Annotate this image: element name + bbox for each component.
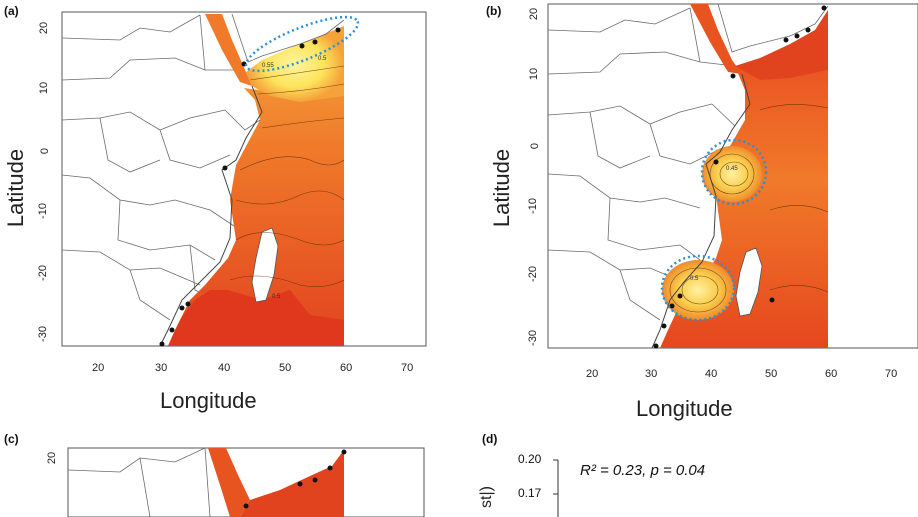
panel-a-contours bbox=[229, 65, 345, 287]
panel-c-ocean-field bbox=[240, 450, 344, 517]
panel-b-xtick: 30 bbox=[645, 368, 658, 380]
station-dot bbox=[805, 27, 811, 33]
station-dot bbox=[159, 341, 165, 347]
panel-b-xtick: 50 bbox=[765, 368, 778, 380]
panel-b-contours bbox=[669, 104, 829, 313]
station-dot bbox=[783, 37, 789, 43]
panel-a-letter: (a) bbox=[4, 4, 19, 18]
panel-d-ytick: 0.20 bbox=[518, 452, 542, 466]
panel-a-contour-label: 0.5 bbox=[272, 294, 281, 300]
panel-d-stat: R² = 0.23, p = 0.04 bbox=[580, 462, 706, 479]
station-dot bbox=[312, 477, 318, 483]
station-dot bbox=[169, 327, 175, 333]
station-dot bbox=[341, 449, 347, 455]
station-dot bbox=[312, 39, 318, 45]
panel-a-africa-coast bbox=[159, 85, 263, 347]
panel-b-xtick: 70 bbox=[885, 368, 898, 380]
station-dot bbox=[669, 303, 675, 309]
panel-b-letter: (b) bbox=[486, 4, 502, 18]
panel-a-xtick: 30 bbox=[155, 362, 168, 374]
panel-d-ytick: 0.17 bbox=[518, 486, 542, 500]
panel-b-africa-coast bbox=[651, 73, 751, 349]
panel-a-xlabel: Longitude bbox=[160, 388, 257, 413]
station-dot bbox=[185, 301, 191, 307]
panel-c-letter: (c) bbox=[4, 432, 19, 446]
panel-b-red-sea bbox=[690, 4, 742, 74]
panel-a-high-zone bbox=[246, 26, 344, 102]
panel-d-letter: (d) bbox=[482, 432, 498, 446]
panel-b-xtick: 60 bbox=[825, 368, 838, 380]
station-dot bbox=[299, 43, 305, 49]
station-dot bbox=[730, 73, 736, 79]
station-dot bbox=[297, 481, 303, 487]
panel-b-madagascar bbox=[735, 247, 763, 317]
panel-a-xtick: 40 bbox=[218, 362, 231, 374]
station-dot bbox=[794, 33, 800, 39]
station-dot bbox=[677, 293, 683, 299]
station-dot bbox=[713, 159, 719, 165]
panel-a-xtick: 20 bbox=[92, 362, 105, 374]
panel-b-contour-label: 0.5 bbox=[690, 276, 699, 282]
station-dot bbox=[821, 5, 827, 11]
panel-a-xtick: 60 bbox=[340, 362, 353, 374]
panel-b-high-zone-south bbox=[662, 260, 734, 320]
panel-a-xtick: 70 bbox=[401, 362, 414, 374]
panel-a-stations bbox=[159, 27, 341, 347]
panel-a-red-sea bbox=[205, 14, 252, 86]
station-dot bbox=[243, 503, 249, 509]
panel-b-arabia-coast bbox=[717, 3, 829, 53]
panel-a-contour-label: 0.55 bbox=[262, 63, 274, 69]
panel-a-contour-label: 0.5 bbox=[318, 56, 327, 62]
panel-b-highlight-ellipse-south bbox=[660, 254, 736, 322]
panel-c-stations bbox=[243, 449, 347, 509]
panel-b-xlabel: Longitude bbox=[636, 396, 733, 421]
panel-b-highlight-ellipse-north bbox=[700, 138, 768, 206]
panel-c-red-sea bbox=[208, 448, 250, 517]
station-dot bbox=[222, 165, 228, 171]
station-dot bbox=[661, 323, 667, 329]
panel-a-madagascar bbox=[251, 227, 279, 303]
panel-a-arabia-coast bbox=[231, 13, 345, 63]
panel-a-highlight-ellipse bbox=[244, 15, 360, 73]
panel-a-xtick: 50 bbox=[279, 362, 292, 374]
station-dot bbox=[769, 297, 775, 303]
panel-b-stations bbox=[653, 5, 827, 349]
station-dot bbox=[335, 27, 341, 33]
panel-c-country-borders bbox=[67, 447, 211, 517]
panel-a-south-red bbox=[168, 290, 344, 346]
station-dot bbox=[327, 465, 333, 471]
panel-b-contour-label: 0.45 bbox=[726, 166, 738, 172]
panel-c-frame bbox=[67, 447, 425, 517]
panel-b-arabian-red bbox=[735, 10, 828, 80]
panel-b-country-borders bbox=[547, 7, 736, 321]
panel-b-xtick: 40 bbox=[705, 368, 718, 380]
panel-b-xtick: 20 bbox=[586, 368, 599, 380]
station-dot bbox=[653, 343, 659, 349]
panel-a-ocean-field bbox=[168, 40, 344, 346]
station-dot bbox=[179, 305, 185, 311]
panel-a-country-borders bbox=[61, 14, 261, 321]
